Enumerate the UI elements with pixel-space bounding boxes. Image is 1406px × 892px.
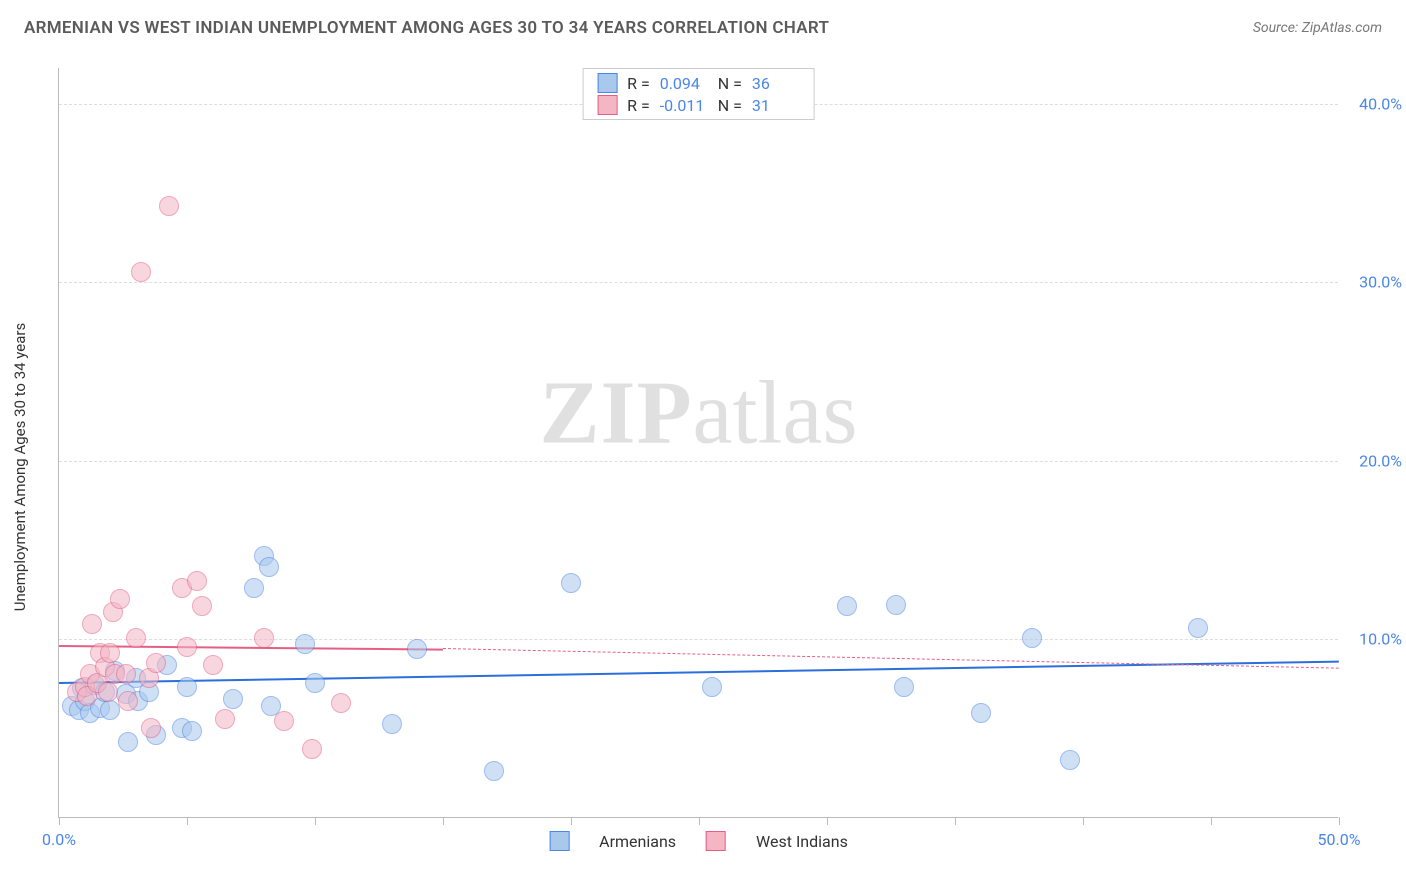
legend-label-westindians: West Indians <box>756 832 848 851</box>
data-point <box>302 739 322 759</box>
watermark-text: ZIPatlas <box>540 361 858 464</box>
stat-r-value-armenians: 0.094 <box>660 74 708 93</box>
stat-n-value-armenians: 36 <box>752 74 800 93</box>
data-point <box>182 721 202 741</box>
legend-swatch-westindians <box>706 831 726 851</box>
data-point <box>702 677 722 697</box>
data-point <box>1060 750 1080 770</box>
data-point <box>837 596 857 616</box>
y-axis-label: Unemployment Among Ages 30 to 34 years <box>11 323 29 611</box>
data-point <box>100 643 120 663</box>
regression-line <box>443 648 1339 669</box>
data-point <box>254 628 274 648</box>
legend-swatch-armenians <box>549 831 569 851</box>
data-point <box>116 664 136 684</box>
data-point <box>382 714 402 734</box>
stats-legend-box: R = 0.094 N = 36 R = -0.011 N = 31 <box>582 68 815 120</box>
x-tick <box>315 817 316 825</box>
data-point <box>305 673 325 693</box>
data-point <box>146 653 166 673</box>
data-point <box>244 578 264 598</box>
data-point <box>561 573 581 593</box>
x-tick-label: 50.0% <box>1318 830 1361 849</box>
data-point <box>98 682 118 702</box>
stat-n-label: N = <box>718 74 742 93</box>
x-tick <box>443 817 444 825</box>
stats-row-westindians: R = -0.011 N = 31 <box>597 95 800 115</box>
data-point <box>118 691 138 711</box>
data-point <box>82 614 102 634</box>
swatch-westindians <box>597 95 617 115</box>
gridline <box>59 461 1338 462</box>
stat-r-label: R = <box>627 74 650 93</box>
watermark-bold: ZIP <box>540 363 693 462</box>
x-tick <box>187 817 188 825</box>
chart-container: Unemployment Among Ages 30 to 34 years Z… <box>48 60 1388 856</box>
series-legend: Armenians West Indians <box>549 831 848 851</box>
data-point <box>295 634 315 654</box>
data-point <box>971 703 991 723</box>
y-tick-label: 10.0% <box>1359 630 1402 649</box>
data-point <box>1022 628 1042 648</box>
data-point <box>223 689 243 709</box>
data-point <box>484 761 504 781</box>
data-point <box>203 655 223 675</box>
data-point <box>177 677 197 697</box>
stat-r-value-westindians: -0.011 <box>660 96 708 115</box>
stats-row-armenians: R = 0.094 N = 36 <box>597 73 800 93</box>
data-point <box>259 557 279 577</box>
x-tick <box>955 817 956 825</box>
x-tick-label: 0.0% <box>42 830 76 849</box>
x-tick <box>1211 817 1212 825</box>
plot-area: ZIPatlas R = 0.094 N = 36 R = -0.011 N =… <box>58 68 1338 818</box>
data-point <box>187 571 207 591</box>
data-point <box>141 718 161 738</box>
legend-label-armenians: Armenians <box>599 832 676 851</box>
watermark-light: atlas <box>693 363 858 462</box>
y-tick-label: 40.0% <box>1359 94 1402 113</box>
data-point <box>407 639 427 659</box>
gridline <box>59 639 1338 640</box>
y-tick-label: 30.0% <box>1359 273 1402 292</box>
stat-n-label: N = <box>718 96 742 115</box>
data-point <box>331 693 351 713</box>
data-point <box>1188 618 1208 638</box>
data-point <box>131 262 151 282</box>
data-point <box>215 709 235 729</box>
swatch-armenians <box>597 73 617 93</box>
data-point <box>177 637 197 657</box>
data-point <box>118 732 138 752</box>
source-attribution: Source: ZipAtlas.com <box>1253 20 1382 36</box>
data-point <box>126 628 146 648</box>
data-point <box>100 700 120 720</box>
gridline <box>59 282 1338 283</box>
stat-n-value-westindians: 31 <box>752 96 800 115</box>
chart-title: ARMENIAN VS WEST INDIAN UNEMPLOYMENT AMO… <box>24 18 829 38</box>
x-tick <box>1083 817 1084 825</box>
data-point <box>886 595 906 615</box>
x-tick <box>699 817 700 825</box>
data-point <box>110 589 130 609</box>
data-point <box>159 196 179 216</box>
x-tick <box>59 817 60 825</box>
stat-r-label: R = <box>627 96 650 115</box>
x-tick <box>827 817 828 825</box>
data-point <box>274 711 294 731</box>
data-point <box>192 596 212 616</box>
x-tick <box>571 817 572 825</box>
y-tick-label: 20.0% <box>1359 451 1402 470</box>
x-tick <box>1339 817 1340 825</box>
data-point <box>894 677 914 697</box>
